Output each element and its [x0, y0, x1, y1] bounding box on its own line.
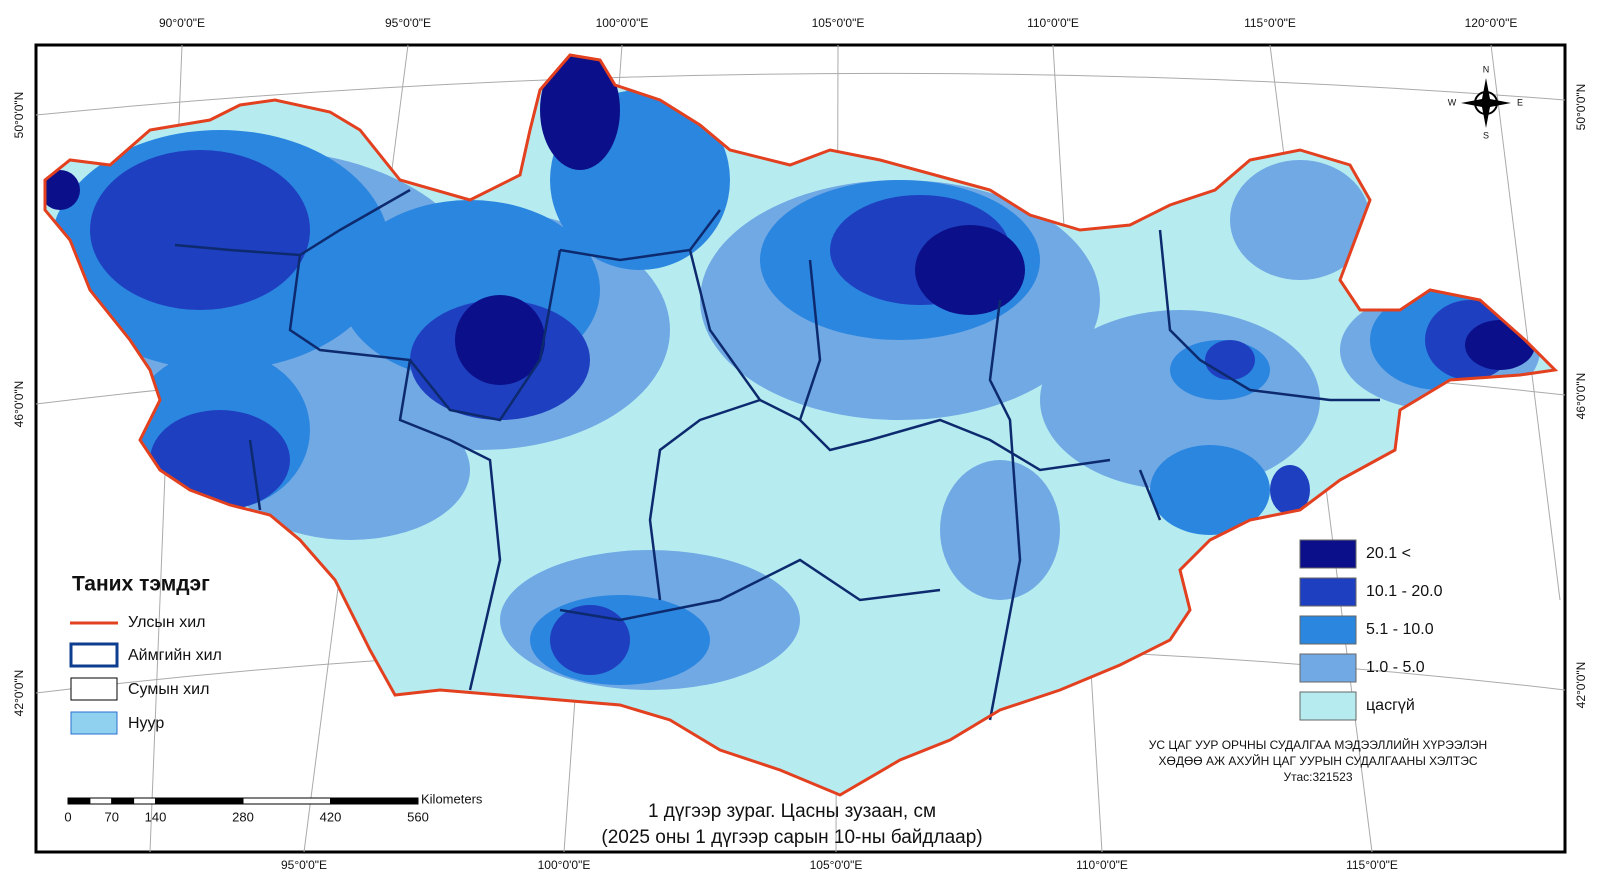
legend-label: Улсын хил	[128, 614, 205, 631]
graticule-label: 46°0'0"N	[1574, 373, 1588, 420]
class-area	[540, 55, 620, 170]
class-area	[550, 605, 630, 675]
scale-label: 140	[145, 809, 167, 824]
graticule-label: 95°0'0"E	[281, 858, 327, 872]
class-swatch	[1299, 539, 1357, 569]
scale-segment	[67, 797, 91, 805]
graticule-label: 105°0'0"E	[810, 858, 863, 872]
class-area	[1205, 340, 1255, 380]
compass-s: S	[1483, 130, 1489, 140]
class-swatch	[1299, 577, 1357, 607]
scale-bar: 0 70 140 280 420 560	[64, 797, 429, 824]
legend-title: Таних тэмдэг	[72, 573, 210, 596]
class-area	[1150, 445, 1270, 535]
credit: Утас:321523	[1283, 770, 1352, 784]
class-area	[1270, 465, 1310, 515]
graticule-label: 120°0'0"E	[1465, 16, 1518, 30]
scale-label: 280	[232, 809, 254, 824]
scale-segment	[330, 797, 419, 805]
graticule-label: 50°0'0"N	[12, 92, 26, 139]
legend-swatch	[69, 642, 119, 668]
scale-segment	[89, 797, 113, 805]
class-label: 10.1 - 20.0	[1366, 583, 1443, 600]
compass-e: E	[1517, 97, 1523, 107]
scale-label: 560	[407, 809, 429, 824]
graticule-label: 46°0'0"N	[12, 381, 26, 428]
legend-label: Сумын хил	[128, 681, 209, 698]
aimag-borders	[174, 188, 1380, 721]
legend-label: Нуур	[128, 715, 164, 732]
graticule-label: 42°0'0"N	[12, 670, 26, 717]
scale-segment	[242, 797, 331, 805]
scale-unit: Kilometers	[421, 791, 483, 806]
credit: ХӨДӨӨ АЖ АХУЙН ЦАГ УУРЫН СУДАЛГААНЫ ХЭЛТ…	[1159, 753, 1478, 768]
legend-label: Аймгийн хил	[128, 647, 222, 664]
graticule-label: 50°0'0"N	[1574, 84, 1588, 131]
scale-label: 420	[320, 809, 342, 824]
class-area	[915, 225, 1025, 315]
graticule-label: 95°0'0"E	[385, 16, 431, 30]
compass-n: N	[1483, 64, 1490, 74]
graticule-label: 90°0'0"E	[159, 16, 205, 30]
class-label: 1.0 - 5.0	[1366, 659, 1425, 676]
scale-label: 70	[105, 809, 119, 824]
class-swatch	[1299, 691, 1357, 721]
scale-segment	[111, 797, 135, 805]
class-label: 5.1 - 10.0	[1366, 621, 1434, 638]
legend-swatch	[70, 711, 118, 735]
class-label: 20.1 <	[1366, 545, 1411, 562]
class-label: цасгүй	[1366, 697, 1415, 714]
graticule-label: 105°0'0"E	[812, 16, 865, 30]
scale-segment	[133, 797, 156, 805]
compass-w: W	[1448, 97, 1457, 107]
class-area	[940, 460, 1060, 600]
compass: N S W E	[1448, 64, 1523, 140]
class-area	[455, 295, 545, 385]
graticule-label: 110°0'0"E	[1076, 858, 1128, 872]
map-title: (2025 оны 1 дүгээр сарын 10-ны байдлаар)	[601, 827, 982, 848]
map-title: 1 дүгээр зураг. Цасны зузаан, см	[648, 801, 936, 822]
class-swatch	[1299, 615, 1357, 645]
credit: УС ЦАГ УУР ОРЧНЫ СУДАЛГАА МЭДЭЭЛЛИЙН ХҮР…	[1149, 737, 1487, 752]
scale-label: 0	[64, 809, 71, 824]
graticule-label: 110°0'0"E	[1027, 16, 1079, 30]
class-area	[90, 150, 310, 310]
class-area	[45, 170, 80, 210]
class-swatch	[1299, 653, 1357, 683]
graticule-label: 42°0'0"N	[1574, 662, 1588, 709]
class-area	[1230, 160, 1370, 280]
graticule-label: 115°0'0"E	[1244, 16, 1296, 30]
graticule-label: 100°0'0"E	[538, 858, 591, 872]
graticule-label: 100°0'0"E	[596, 16, 649, 30]
legend-swatch	[70, 677, 118, 701]
graticule-label: 115°0'0"E	[1346, 858, 1398, 872]
scale-segment	[155, 797, 244, 805]
